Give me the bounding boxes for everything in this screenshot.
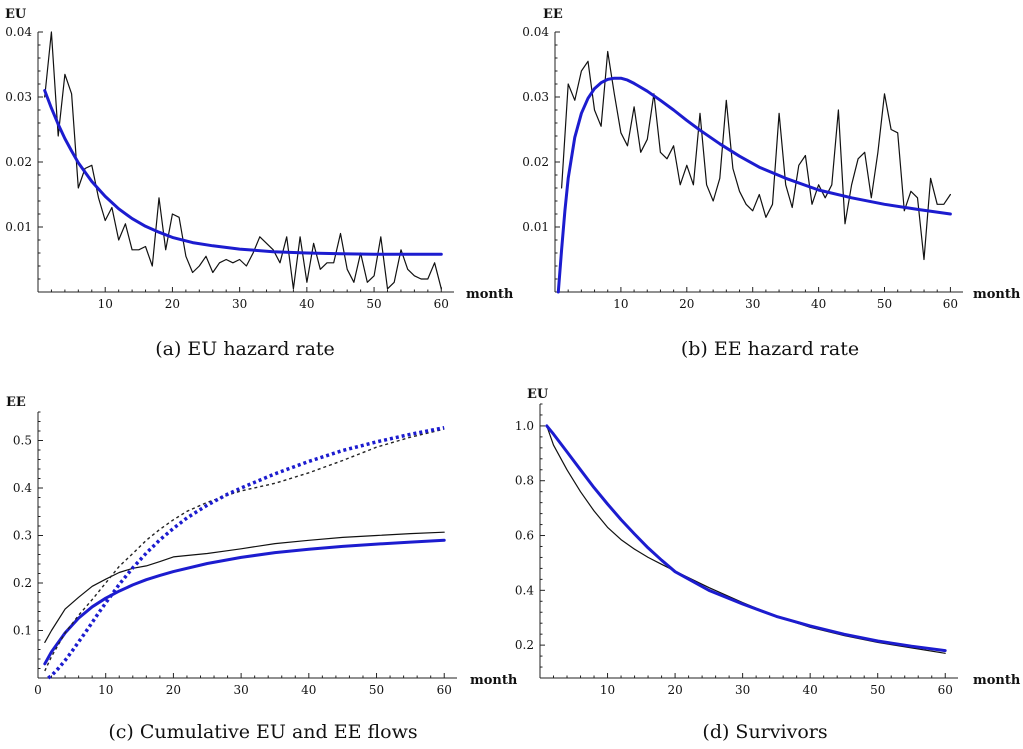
x-axis-name: month <box>470 673 518 688</box>
y-tick-label: 0.03 <box>522 90 549 104</box>
x-tick-label: 40 <box>811 297 826 311</box>
x-tick-label: 20 <box>166 683 181 697</box>
x-axis-name: month <box>973 287 1021 302</box>
x-tick-label: 60 <box>434 297 449 311</box>
x-tick-label: 40 <box>301 683 316 697</box>
x-tick-label: 50 <box>877 297 892 311</box>
y-tick-label: 0.03 <box>5 90 32 104</box>
series-line-model <box>43 89 443 256</box>
series-line-empirical-EU <box>44 531 445 644</box>
y-tick-label: 0.2 <box>13 576 32 590</box>
y-axis-name: EE <box>6 395 26 410</box>
x-tick-label: 30 <box>232 297 247 311</box>
y-tick-label: 0.04 <box>5 25 32 39</box>
x-tick-label: 20 <box>667 683 682 697</box>
panel-caption: (a) EU hazard rate <box>155 338 335 360</box>
series-line-model-EE <box>47 425 445 680</box>
x-tick-label: 10 <box>98 683 113 697</box>
x-tick-label: 10 <box>98 297 113 311</box>
x-tick-label: 50 <box>366 297 381 311</box>
series-line-model <box>556 76 952 294</box>
y-axis-name: EU <box>527 387 549 402</box>
series-line-empirical <box>546 425 946 654</box>
panel-eu-hazard-rate: EU month (a) EU hazard rate 10 20 30 40 50 60… <box>5 7 514 360</box>
x-tick-label: 20 <box>679 297 694 311</box>
y-axis-name: EE <box>543 7 563 22</box>
x-tick-label: 40 <box>803 683 818 697</box>
x-tick-label: 30 <box>745 297 760 311</box>
x-tick-label: 50 <box>870 683 885 697</box>
x-tick-label: 60 <box>943 297 958 311</box>
panel-survivors: EU month (d) Survivors 10 20 30 40 50 60 0.2 0.… <box>515 387 1021 743</box>
panel-caption: (b) EE hazard rate <box>681 338 859 360</box>
y-axis-name: EU <box>5 7 27 22</box>
y-tick-label: 0.04 <box>522 25 549 39</box>
y-tick-label: 0.1 <box>13 624 32 638</box>
y-tick-label: 0.2 <box>515 638 534 652</box>
y-tick-label: 0.01 <box>5 220 32 234</box>
x-tick-label: 10 <box>613 297 628 311</box>
x-tick-label: 30 <box>233 683 248 697</box>
x-tick-label: 60 <box>938 683 953 697</box>
x-tick-label: 20 <box>165 297 180 311</box>
y-tick-label: 0.4 <box>13 481 32 495</box>
y-tick-label: 0.02 <box>5 155 32 169</box>
x-tick-label: 10 <box>600 683 615 697</box>
series-line-model <box>545 424 947 653</box>
panel-ee-hazard-rate: EE month (b) EE hazard rate 10 20 30 40 50 60… <box>522 7 1021 360</box>
x-tick-label: 60 <box>437 683 452 697</box>
x-tick-label: 30 <box>735 683 750 697</box>
y-tick-label: 0.3 <box>13 529 32 543</box>
series-line-empirical-EE <box>44 428 445 672</box>
y-tick-label: 0.8 <box>515 474 534 488</box>
series-line-model-EU <box>43 538 446 666</box>
x-tick-label: 50 <box>369 683 384 697</box>
y-tick-label: 0.01 <box>522 220 549 234</box>
x-axis-name: month <box>466 287 514 302</box>
y-tick-label: 0.6 <box>515 529 534 543</box>
x-tick-label: 40 <box>299 297 314 311</box>
y-tick-label: 0.5 <box>13 434 32 448</box>
series-line-empirical <box>560 50 952 261</box>
y-tick-label: 0.4 <box>515 583 534 597</box>
panel-caption: (c) Cumulative EU and EE flows <box>108 721 417 743</box>
x-tick-label: 0 <box>34 683 42 697</box>
series-line-empirical <box>44 31 442 290</box>
y-tick-label: 1.0 <box>515 419 534 433</box>
y-tick-label: 0.02 <box>522 155 549 169</box>
panel-caption: (d) Survivors <box>702 721 827 743</box>
panel-cumulative-flows: EE month (c) Cumulative EU and EE flows … <box>6 395 518 743</box>
x-axis-name: month <box>973 673 1021 688</box>
